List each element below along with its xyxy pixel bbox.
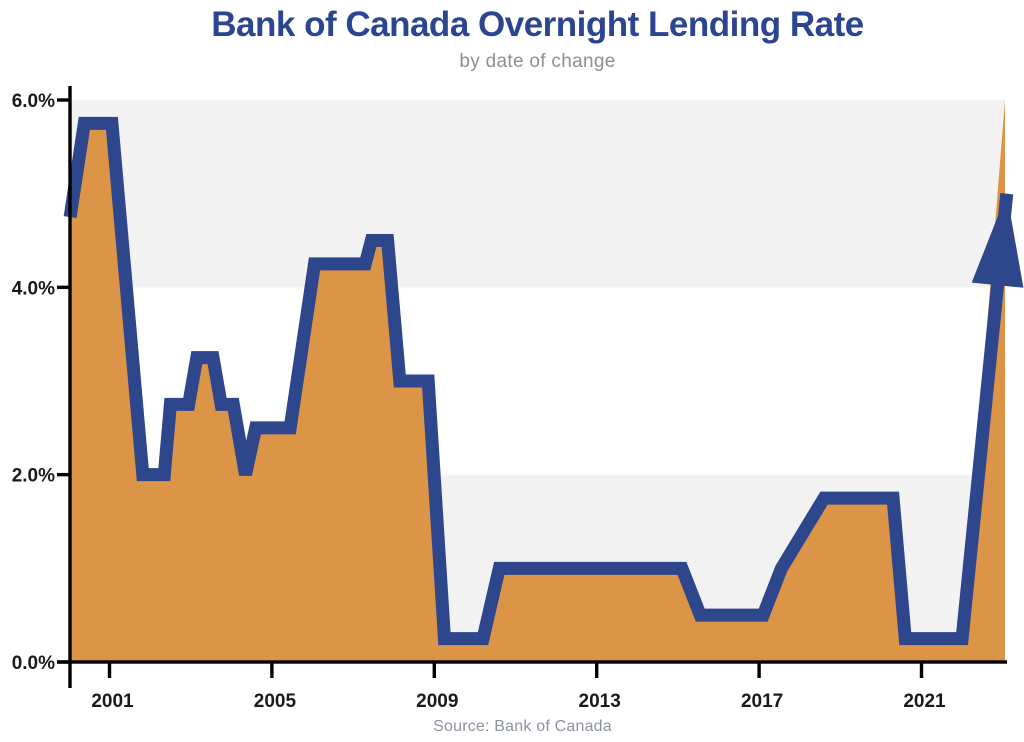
y-tick [57,98,71,102]
x-tick-label: 2013 [579,691,621,712]
chart-subtitle: by date of change [459,51,616,72]
x-tick [757,662,761,678]
rate-line [63,116,1014,646]
x-tick-label: 2021 [903,691,946,712]
y-tick [57,660,71,664]
x-tick [270,662,274,678]
source-note: Source: Bank of Canada [433,718,612,735]
x-axis-line [57,660,1007,664]
x-tick [919,662,924,678]
area-fill [70,99,1005,663]
y-tick-label: 2.0% [12,466,55,487]
x-tick-label: 2017 [741,691,783,712]
x-tick [107,662,112,678]
y-tick [57,285,71,290]
y-tick-label: 6.0% [12,91,55,112]
x-tick [595,662,599,678]
y-tick-label: 0.0% [12,653,55,674]
y-axis-line [68,86,72,688]
x-tick [432,662,436,678]
background-band [70,99,1005,288]
y-tick-label: 4.0% [12,278,55,299]
x-tick-label: 2009 [416,691,458,712]
chart-title: Bank of Canada Overnight Lending Rate [211,5,864,44]
y-tick [57,472,71,477]
x-tick-label: 2005 [254,691,297,712]
trend-arrowhead [971,193,1024,288]
x-tick-label: 2001 [91,691,134,712]
